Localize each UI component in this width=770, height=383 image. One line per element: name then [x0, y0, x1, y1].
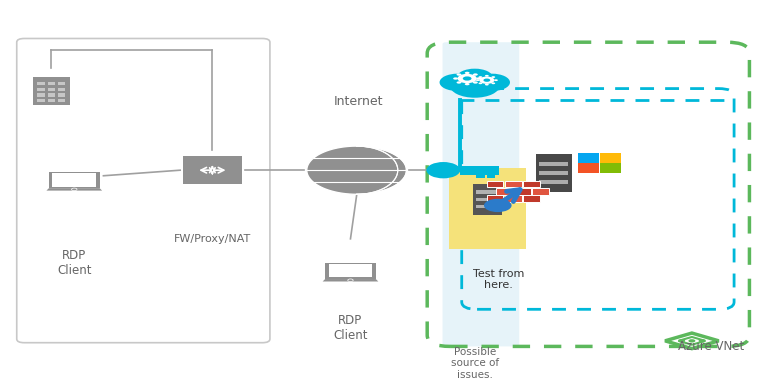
Circle shape	[485, 75, 489, 77]
Circle shape	[474, 74, 510, 91]
Circle shape	[688, 339, 695, 342]
Circle shape	[479, 77, 494, 84]
Circle shape	[678, 339, 685, 342]
Circle shape	[348, 279, 353, 282]
Polygon shape	[540, 180, 568, 184]
Polygon shape	[48, 82, 55, 85]
Polygon shape	[532, 188, 549, 195]
Polygon shape	[48, 99, 55, 102]
Polygon shape	[523, 181, 540, 187]
Polygon shape	[58, 99, 65, 102]
Circle shape	[457, 74, 477, 83]
Polygon shape	[487, 195, 504, 202]
Polygon shape	[487, 175, 495, 178]
Polygon shape	[37, 88, 45, 91]
Polygon shape	[460, 166, 498, 175]
Circle shape	[457, 74, 461, 76]
Circle shape	[72, 188, 77, 191]
Polygon shape	[329, 264, 373, 277]
Polygon shape	[52, 173, 96, 187]
Circle shape	[484, 79, 490, 82]
Polygon shape	[37, 99, 45, 102]
Polygon shape	[450, 168, 526, 249]
Polygon shape	[487, 181, 504, 187]
Polygon shape	[476, 198, 500, 201]
Circle shape	[484, 199, 511, 212]
Polygon shape	[48, 88, 55, 91]
FancyBboxPatch shape	[443, 42, 519, 346]
Circle shape	[473, 74, 478, 76]
Polygon shape	[496, 188, 513, 195]
Text: RDP
Client: RDP Client	[333, 314, 368, 342]
Text: FW/Proxy/NAT: FW/Proxy/NAT	[174, 234, 251, 244]
Text: Internet: Internet	[333, 95, 383, 108]
Polygon shape	[46, 188, 102, 191]
Circle shape	[473, 81, 478, 83]
Text: Possible
source of
issues.: Possible source of issues.	[450, 347, 499, 380]
Circle shape	[491, 76, 495, 78]
Circle shape	[478, 82, 482, 84]
Polygon shape	[183, 156, 242, 184]
Polygon shape	[600, 163, 621, 173]
Circle shape	[457, 69, 493, 86]
Polygon shape	[325, 263, 376, 279]
Text: RDP
Client: RDP Client	[57, 249, 92, 277]
Polygon shape	[474, 183, 502, 215]
Polygon shape	[58, 88, 65, 91]
Polygon shape	[523, 195, 540, 202]
Circle shape	[465, 83, 470, 85]
Polygon shape	[477, 175, 485, 178]
Circle shape	[457, 81, 461, 83]
Circle shape	[454, 77, 458, 80]
Polygon shape	[37, 93, 45, 97]
Polygon shape	[540, 171, 568, 175]
Polygon shape	[48, 93, 55, 97]
Polygon shape	[58, 82, 65, 85]
Polygon shape	[323, 279, 378, 282]
Polygon shape	[578, 163, 598, 173]
Polygon shape	[58, 93, 65, 97]
Circle shape	[698, 339, 705, 342]
Text: Azure VNet: Azure VNet	[678, 340, 744, 353]
Polygon shape	[49, 172, 99, 188]
Polygon shape	[476, 205, 500, 208]
Polygon shape	[514, 188, 531, 195]
Polygon shape	[536, 154, 572, 192]
Polygon shape	[505, 195, 521, 202]
Polygon shape	[37, 82, 45, 85]
Circle shape	[306, 146, 407, 194]
Polygon shape	[540, 162, 568, 166]
Circle shape	[450, 74, 500, 98]
Polygon shape	[600, 153, 621, 163]
Polygon shape	[476, 190, 500, 193]
Circle shape	[477, 77, 481, 80]
Circle shape	[465, 72, 470, 74]
Circle shape	[494, 79, 498, 81]
Circle shape	[485, 83, 489, 85]
Circle shape	[476, 79, 480, 81]
Circle shape	[463, 77, 471, 81]
Circle shape	[427, 162, 460, 178]
Circle shape	[440, 74, 475, 91]
Polygon shape	[33, 77, 69, 105]
Circle shape	[491, 82, 495, 84]
Circle shape	[478, 76, 482, 78]
Text: Test from
here.: Test from here.	[473, 269, 524, 290]
Polygon shape	[578, 153, 598, 163]
Polygon shape	[505, 181, 521, 187]
